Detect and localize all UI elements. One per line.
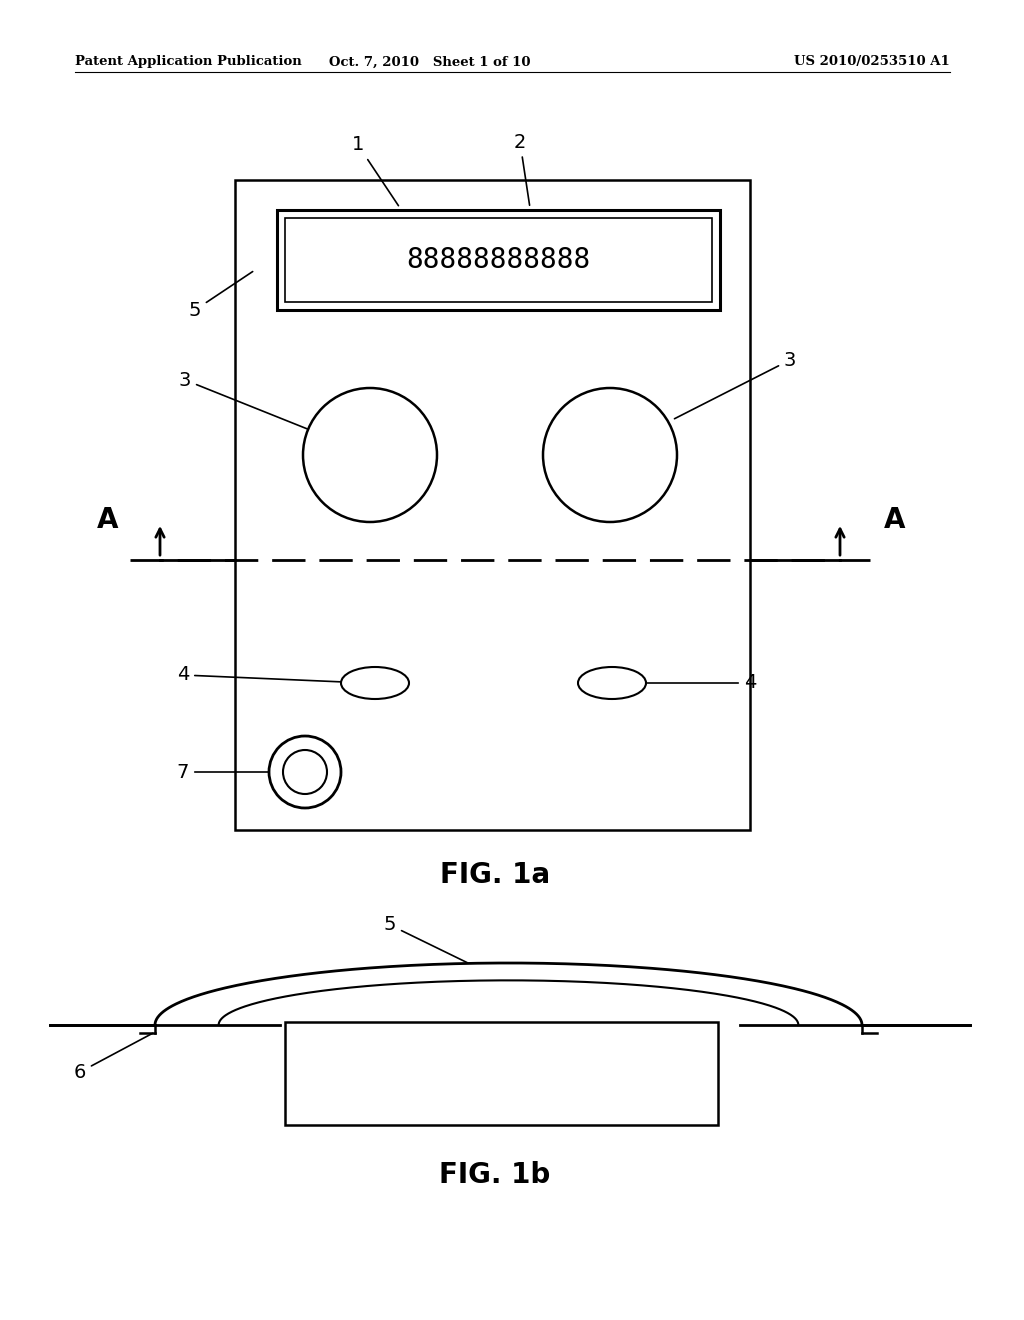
Ellipse shape	[578, 667, 646, 700]
Text: A: A	[97, 506, 119, 535]
Text: 2: 2	[514, 132, 529, 205]
Bar	[278, 210, 720, 310]
Text: 88888888888: 88888888888	[407, 246, 591, 275]
Bar	[285, 1022, 718, 1125]
Circle shape	[269, 737, 341, 808]
Bar	[234, 180, 750, 830]
Circle shape	[283, 750, 327, 795]
Text: 4: 4	[647, 673, 756, 693]
Circle shape	[303, 388, 437, 521]
Ellipse shape	[341, 667, 409, 700]
Text: US 2010/0253510 A1: US 2010/0253510 A1	[795, 55, 950, 69]
Text: Oct. 7, 2010   Sheet 1 of 10: Oct. 7, 2010 Sheet 1 of 10	[330, 55, 530, 69]
Text: 6: 6	[74, 1034, 153, 1081]
Bar	[285, 218, 712, 302]
Text: FIG. 1a: FIG. 1a	[440, 861, 550, 888]
Text: 5: 5	[188, 272, 253, 319]
Circle shape	[543, 388, 677, 521]
Text: 3: 3	[179, 371, 307, 429]
Text: 7: 7	[177, 763, 269, 781]
Text: FIG. 1b: FIG. 1b	[439, 1162, 551, 1189]
Text: A: A	[885, 506, 906, 535]
Text: Patent Application Publication: Patent Application Publication	[75, 55, 302, 69]
Text: 4: 4	[177, 665, 341, 685]
Text: 1: 1	[352, 136, 398, 206]
Text: 5: 5	[384, 916, 468, 962]
Text: 3: 3	[675, 351, 797, 418]
